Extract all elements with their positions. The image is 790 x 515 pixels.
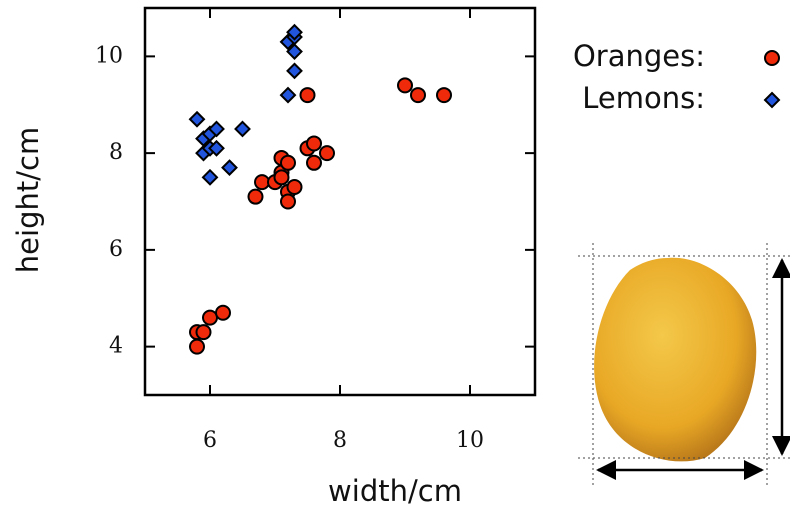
data-point [197, 325, 211, 339]
data-point [301, 88, 315, 102]
data-point [398, 78, 412, 92]
data-point [203, 170, 217, 184]
legend-marker [765, 51, 779, 65]
page: width/cm height/cm 6 8 10 4 6 8 10 Oranges: Lemo… [0, 0, 790, 515]
data-point [275, 170, 289, 184]
data-point [411, 88, 425, 102]
y-tick-label: 4 [109, 334, 123, 359]
legend-marker [765, 93, 779, 107]
chart: width/cm height/cm 6 8 10 4 6 8 10 Oranges: Lemo… [0, 0, 790, 515]
data-point [255, 175, 269, 189]
data-point [249, 190, 263, 204]
data-point [437, 88, 451, 102]
data-point [203, 311, 217, 325]
y-tick-label: 6 [109, 237, 123, 262]
x-axis-label: width/cm [328, 474, 462, 508]
data-point [288, 180, 302, 194]
data-point [307, 156, 321, 170]
data-point [216, 306, 230, 320]
data-point [190, 340, 204, 354]
y-axis-label: height/cm [11, 127, 45, 273]
data-point [288, 64, 302, 78]
y-tick-label: 8 [109, 140, 123, 165]
data-point [236, 122, 250, 136]
x-tick-label: 6 [203, 428, 217, 453]
data-point [320, 146, 334, 160]
legend-label: Lemons: [582, 81, 705, 115]
data-point [281, 195, 295, 209]
y-tick-label: 10 [95, 43, 123, 68]
lemon-photo [578, 243, 790, 485]
x-tick-label: 8 [333, 428, 347, 453]
legend-label: Oranges: [573, 39, 705, 73]
data-point [281, 88, 295, 102]
x-tick-label: 10 [456, 428, 484, 453]
data-point [307, 136, 321, 150]
data-point [190, 112, 204, 126]
data-point [223, 161, 237, 175]
data-point [281, 156, 295, 170]
